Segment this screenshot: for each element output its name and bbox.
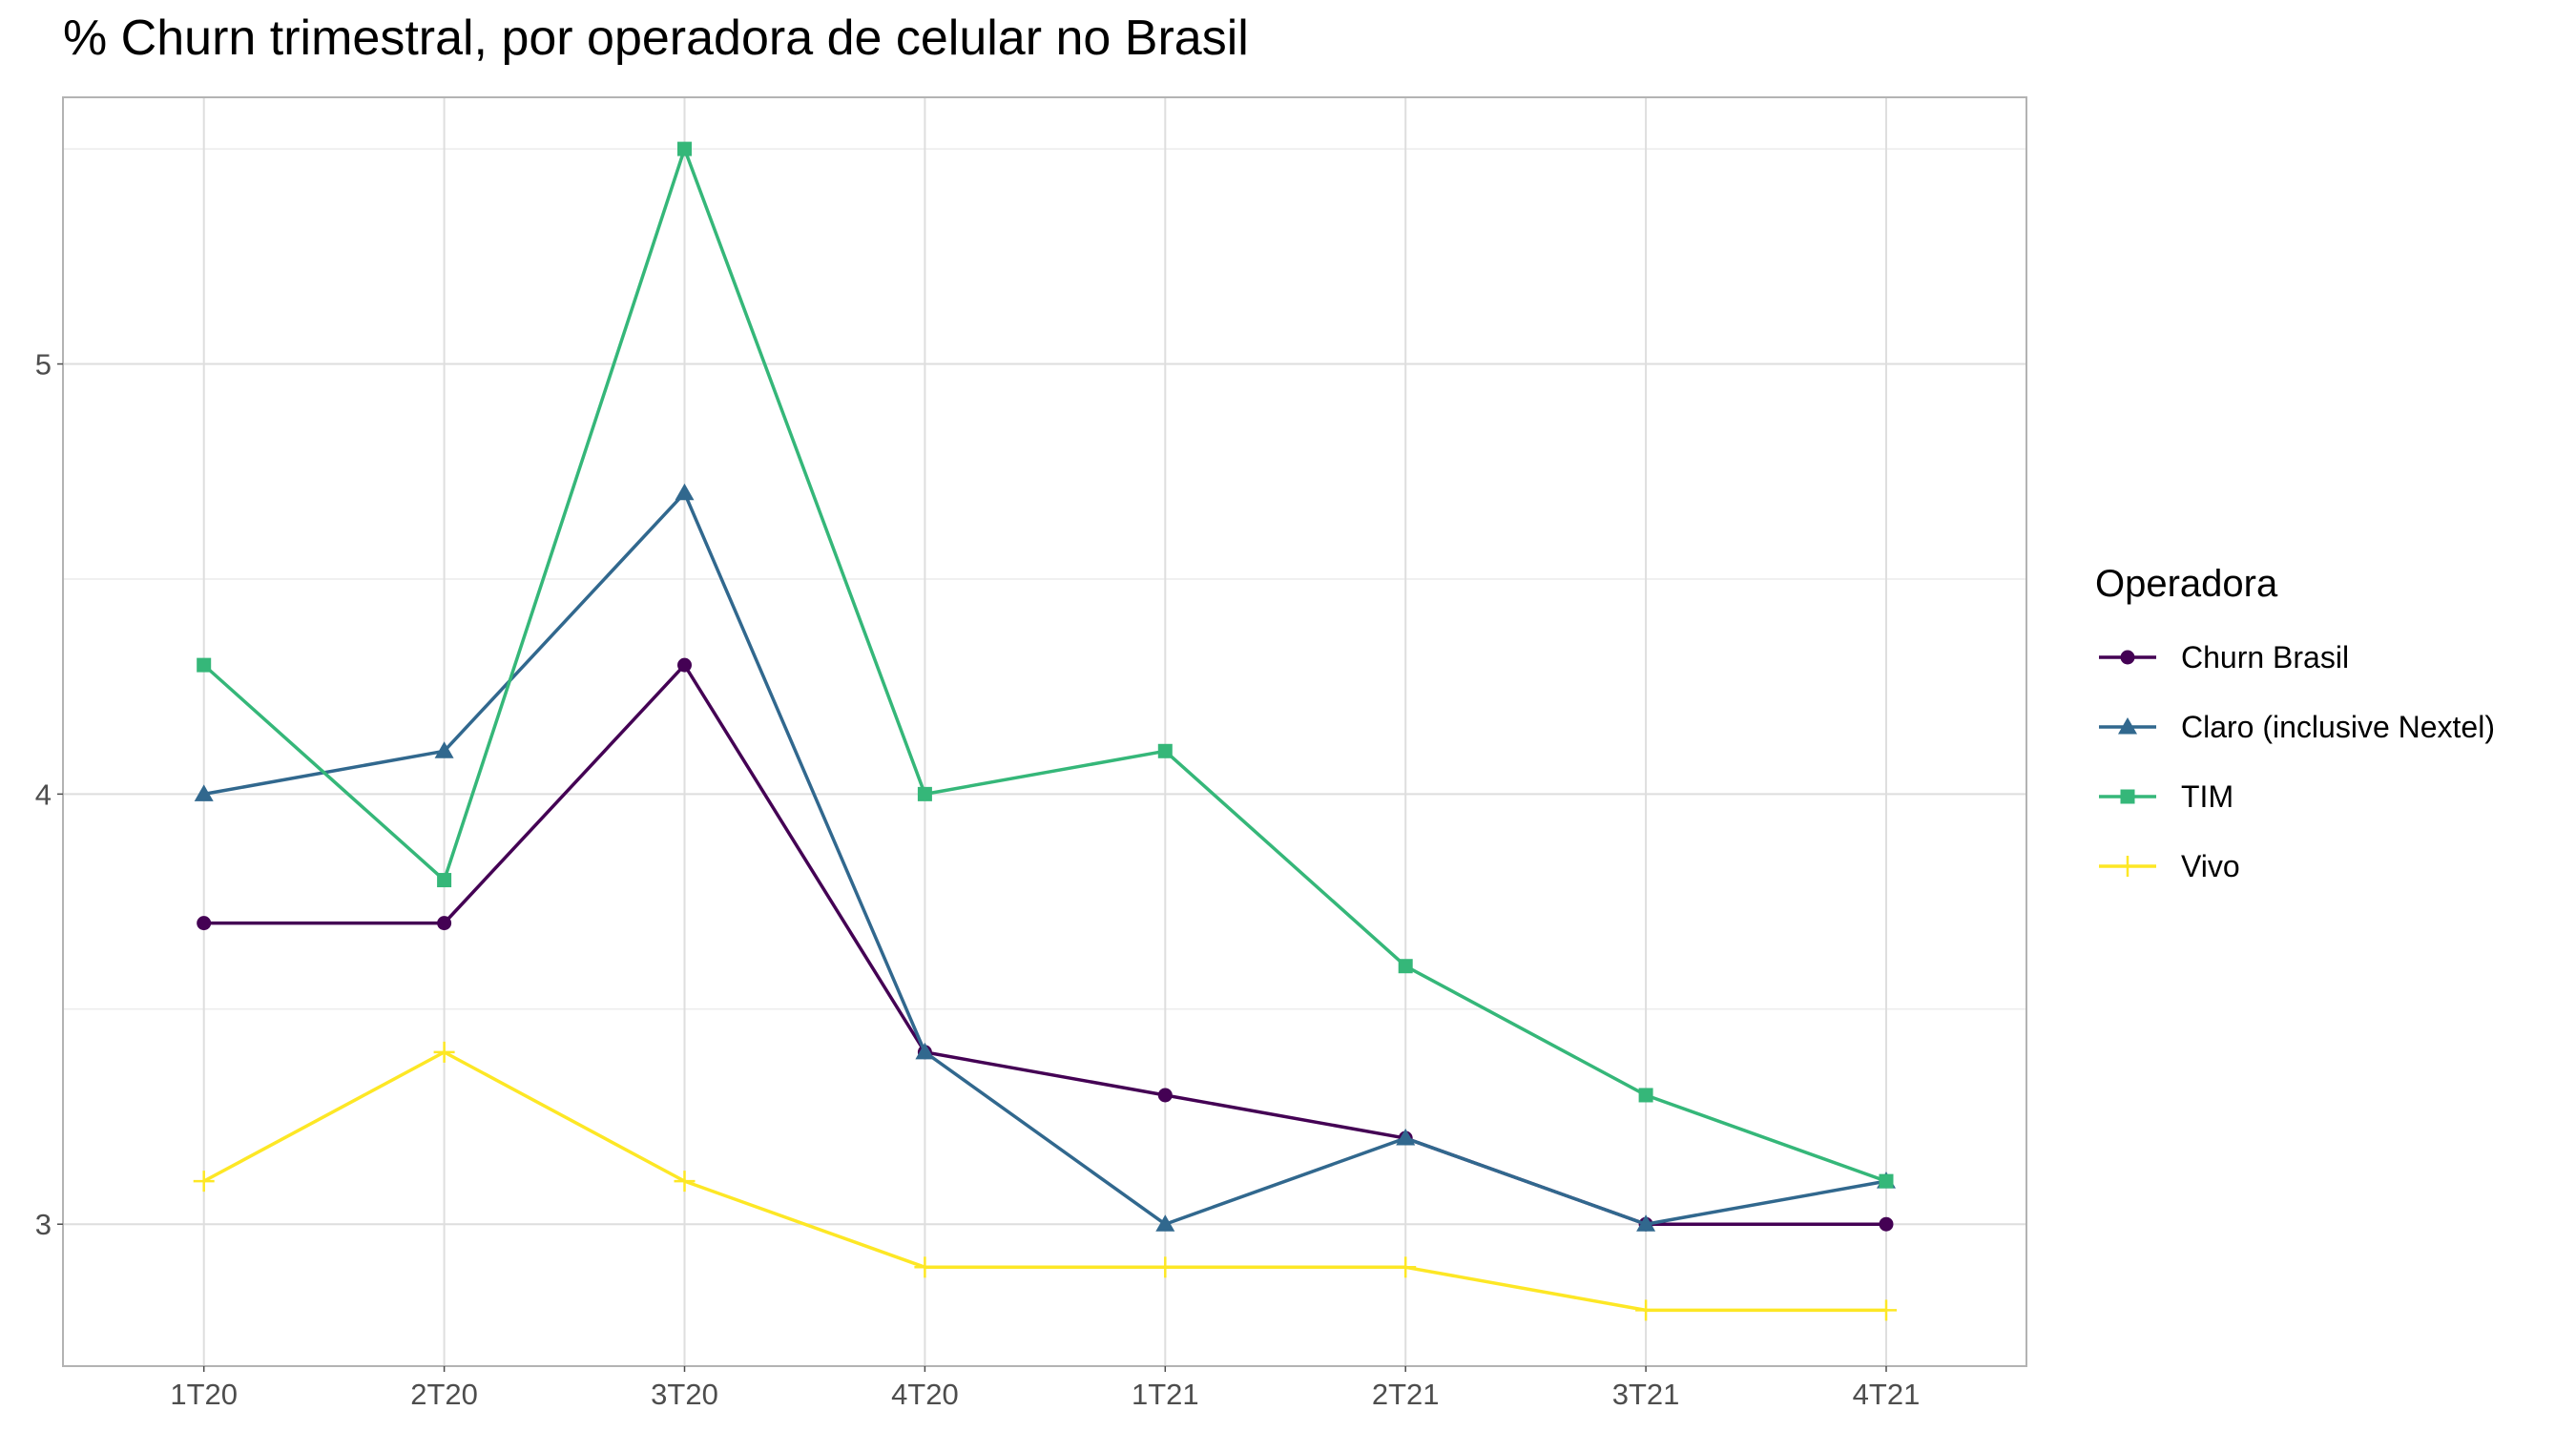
y-tick-label: 4 — [35, 778, 52, 811]
axis-layer: 3 4 5 1T20 2T20 3T20 4T20 1T21 2T21 3T21 4T21 — [35, 348, 1921, 1411]
legend-label-churn-brasil: Churn Brasil — [2181, 640, 2349, 674]
point-tim — [917, 786, 932, 801]
x-tick-label: 4T21 — [1853, 1378, 1921, 1411]
legend-item-tim: TIM — [2099, 779, 2233, 814]
chart-title: % Churn trimestral, por operadora de cel… — [63, 10, 1249, 66]
point-churn-brasil — [197, 916, 212, 931]
point-claro-inclusive-nextel — [675, 483, 695, 501]
series-claro-inclusive-nextel — [194, 483, 1896, 1232]
point-claro-inclusive-nextel — [434, 741, 454, 758]
legend-label-claro-inclusive-nextel: Claro (inclusive Nextel) — [2181, 710, 2495, 744]
point-claro-inclusive-nextel — [915, 1042, 935, 1060]
legend-label-tim: TIM — [2181, 779, 2233, 814]
y-tick-label: 3 — [35, 1208, 52, 1241]
point-vivo — [433, 1041, 455, 1063]
x-tick-label: 2T21 — [1372, 1378, 1440, 1411]
point-tim — [677, 141, 692, 156]
series-tim — [197, 141, 1894, 1189]
point-tim — [437, 873, 452, 888]
point-tim — [1157, 743, 1173, 758]
legend-item-churn-brasil: Churn Brasil — [2099, 640, 2349, 674]
point-churn-brasil — [1157, 1088, 1173, 1103]
x-tick-label: 3T20 — [651, 1378, 718, 1411]
x-tick-label: 1T21 — [1132, 1378, 1199, 1411]
point-tim — [1398, 959, 1413, 974]
point-claro-inclusive-nextel — [1396, 1129, 1416, 1146]
x-tick-label: 2T20 — [410, 1378, 478, 1411]
legend-item-vivo: Vivo — [2099, 849, 2240, 883]
point-vivo — [1395, 1256, 1417, 1278]
legend-key-marker-churn-brasil — [2120, 650, 2135, 665]
point-vivo — [914, 1256, 936, 1278]
point-tim — [1638, 1088, 1653, 1103]
panel-border — [62, 96, 2027, 1367]
point-claro-inclusive-nextel — [194, 784, 214, 801]
point-claro-inclusive-nextel — [1636, 1214, 1656, 1232]
plot-panel — [63, 97, 2026, 1366]
legend-label-vivo: Vivo — [2181, 849, 2240, 883]
legend-title: Operadora — [2095, 563, 2278, 605]
x-tick-label: 4T20 — [891, 1378, 959, 1411]
legend-key-marker-claro-inclusive-nextel — [2118, 717, 2137, 735]
point-vivo — [1635, 1299, 1657, 1321]
grid-layer — [63, 97, 2026, 1366]
y-tick-label: 5 — [35, 348, 52, 382]
legend-item-claro-inclusive-nextel: Claro (inclusive Nextel) — [2099, 710, 2495, 744]
point-vivo — [1876, 1299, 1897, 1321]
point-claro-inclusive-nextel — [1155, 1214, 1175, 1232]
point-vivo — [674, 1171, 696, 1192]
point-churn-brasil — [677, 657, 692, 673]
point-vivo — [1154, 1256, 1176, 1278]
series-vivo — [193, 1041, 1897, 1321]
legend: Operadora Churn Brasil Claro (inclusive Ne… — [2095, 563, 2495, 883]
legend-key-marker-vivo — [2117, 856, 2138, 877]
point-tim — [197, 657, 212, 673]
series-layer — [193, 141, 1897, 1321]
series-line-claro-inclusive-nextel — [203, 491, 1887, 1226]
point-churn-brasil — [1879, 1216, 1894, 1232]
series-line-tim — [202, 147, 1887, 1183]
point-churn-brasil — [437, 916, 452, 931]
series-line-vivo — [202, 1050, 1886, 1313]
legend-key-marker-tim — [2120, 789, 2135, 804]
x-tick-label: 3T21 — [1612, 1378, 1680, 1411]
x-tick-label: 1T20 — [170, 1378, 238, 1411]
point-vivo — [193, 1171, 215, 1192]
point-tim — [1879, 1173, 1894, 1189]
